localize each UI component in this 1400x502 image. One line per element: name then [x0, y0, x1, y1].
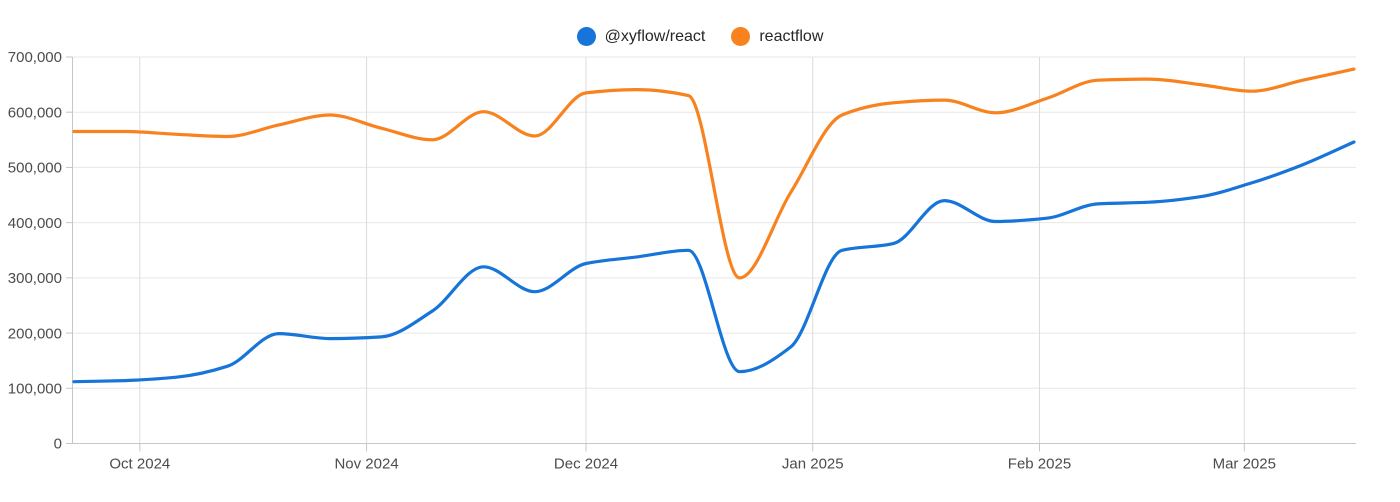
axes	[66, 56, 1356, 452]
legend-label-xyflow-react: @xyflow/react	[604, 27, 706, 45]
legend-item-xyflow-react[interactable]: @xyflow/react	[576, 27, 706, 46]
x-tick-label: Feb 2025	[1008, 456, 1071, 473]
legend-dot-reactflow-icon	[731, 27, 751, 46]
y-tick-label: 600,000	[8, 104, 62, 121]
legend-item-reactflow[interactable]: reactflow	[731, 27, 823, 46]
x-tick-label: Mar 2025	[1213, 456, 1276, 473]
x-tick-label: Oct 2024	[109, 456, 170, 473]
y-tick-label: 700,000	[8, 49, 62, 66]
y-tick-label: 400,000	[8, 215, 62, 232]
x-tick-label: Jan 2025	[782, 456, 844, 473]
y-tick-label: 100,000	[8, 380, 62, 397]
gridlines	[72, 56, 1356, 444]
series-line-reactflow	[72, 67, 1356, 280]
chart-legend: @xyflow/react reactflow	[0, 27, 1400, 46]
x-tick-label: Dec 2024	[554, 456, 618, 473]
y-tick-label: 0	[54, 436, 62, 453]
x-tick-label: Nov 2024	[334, 456, 398, 473]
legend-label-reactflow: reactflow	[759, 27, 824, 45]
y-tick-label: 300,000	[8, 270, 62, 287]
y-tick-label: 500,000	[8, 160, 62, 177]
axis-labels: 0 100,000 200,000 300,000 400,000 500,000 600,…	[8, 49, 1276, 472]
legend-dot-xyflow-react-icon	[576, 27, 596, 46]
series-line-xyflow-react	[72, 140, 1356, 384]
series-lines	[72, 67, 1356, 384]
y-tick-label: 200,000	[8, 325, 62, 342]
